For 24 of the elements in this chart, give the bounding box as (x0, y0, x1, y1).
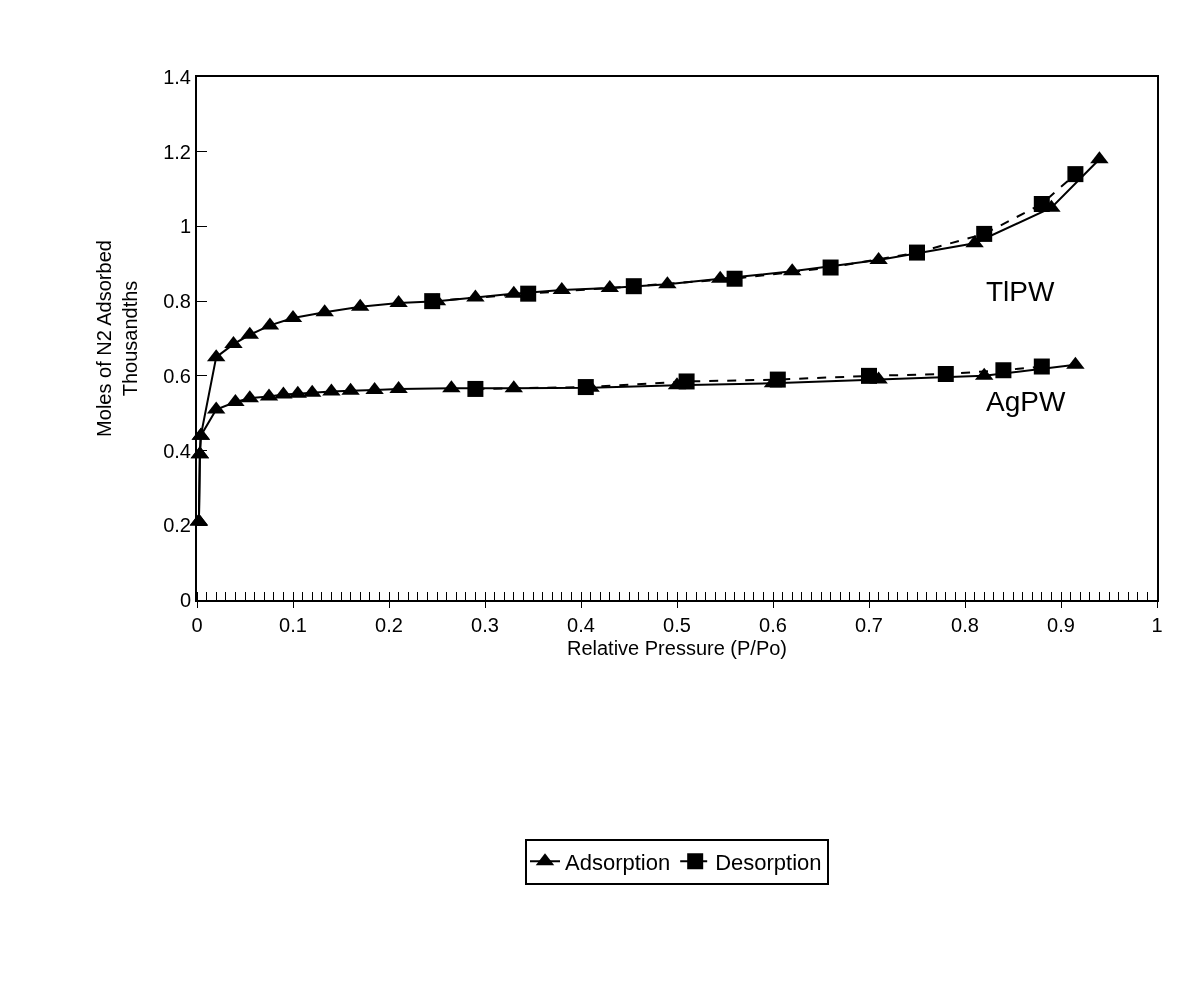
x-tick-label: 0.5 (663, 614, 691, 636)
x-axis-title: Relative Pressure (P/Po) (566, 637, 788, 659)
y-tick-label: 0.4 (163, 439, 191, 462)
legend-label: Desorption (715, 849, 822, 875)
y-tick-label: 0.2 (163, 514, 191, 537)
y-axis-title: Moles of N2 Adsorbed Thousandths (93, 240, 142, 437)
annotation: AgPW (986, 386, 1066, 417)
y-tick-label: 0.6 (163, 364, 191, 387)
y-tick-label: 0 (179, 589, 191, 611)
x-tick-label: 1 (1151, 614, 1163, 636)
x-tick-label: 0.2 (375, 614, 403, 636)
x-tick-label: 0.4 (567, 614, 595, 636)
x-tick-label: 0.1 (279, 614, 307, 636)
y-tick-label: 1.4 (163, 66, 191, 88)
y-tick-label: 0.8 (163, 290, 191, 313)
y-tick-label: 1.2 (163, 140, 191, 163)
x-tick-label: 0.7 (855, 614, 883, 636)
x-tick-label: 0.3 (471, 614, 499, 636)
x-tick-label: 0.9 (1047, 614, 1075, 636)
x-tick-label: 0.8 (951, 614, 979, 636)
legend-label: Adsorption (565, 849, 671, 875)
x-tick-label: 0.6 (759, 614, 787, 636)
y-tick-label: 1 (179, 215, 191, 238)
annotation: TlPW (986, 276, 1055, 307)
